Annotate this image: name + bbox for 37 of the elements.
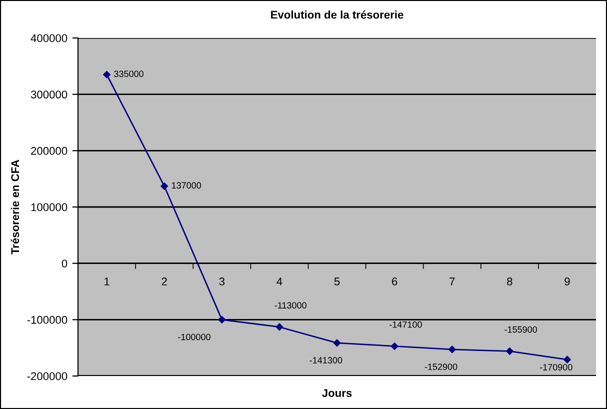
y-tick-label: 200000 xyxy=(31,146,68,155)
data-label: -100000 xyxy=(178,334,210,340)
x-tick-label: 5 xyxy=(334,278,340,286)
x-axis-title: Jours xyxy=(322,389,352,397)
point xyxy=(506,348,514,355)
point xyxy=(218,316,226,324)
y-axis-title: Trésorerie en CFA xyxy=(10,160,20,254)
point xyxy=(448,346,456,354)
x-tick-label: 3 xyxy=(219,278,224,286)
point xyxy=(564,356,571,364)
data-label: -170900 xyxy=(540,364,572,370)
y-tick-label: -200000 xyxy=(27,372,68,380)
x-tick-label: 9 xyxy=(564,278,570,286)
data-label: -147100 xyxy=(390,321,422,328)
chart-title: Evolution de la trésorerie xyxy=(271,10,404,19)
x-tick-label: 4 xyxy=(276,278,282,286)
data-label: -155900 xyxy=(504,326,537,333)
x-tick-label: 7 xyxy=(450,278,455,286)
x-tick-label: 8 xyxy=(507,278,512,286)
point xyxy=(333,339,341,347)
y-tick-label: 400000 xyxy=(30,34,68,42)
point xyxy=(160,182,168,190)
y-tick-label: 100000 xyxy=(31,203,68,212)
x-tick-label: 1 xyxy=(104,278,110,286)
data-label: -113000 xyxy=(274,302,306,309)
x-tick-label: 2 xyxy=(162,278,167,286)
point xyxy=(276,323,284,331)
y-tick-label: -100000 xyxy=(27,316,68,324)
data-label: 137000 xyxy=(172,182,202,189)
y-tick-label: 0 xyxy=(62,260,68,268)
y-tick-label: 300000 xyxy=(30,90,68,98)
data-label: -152900 xyxy=(424,364,458,370)
point xyxy=(390,342,398,350)
point xyxy=(103,70,110,78)
data-label: -141300 xyxy=(310,357,342,364)
data-label: 335000 xyxy=(114,70,144,78)
x-tick-label: 6 xyxy=(392,278,398,286)
